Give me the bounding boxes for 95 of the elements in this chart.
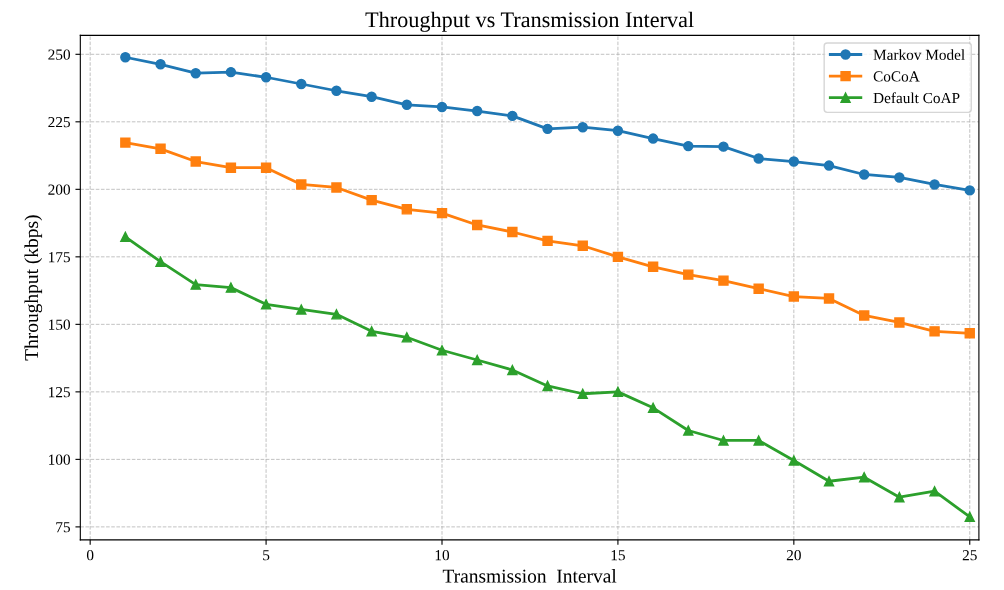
point (542, 235, 553, 247)
point (683, 140, 694, 152)
point (577, 388, 588, 399)
point (260, 299, 272, 310)
x-tick-label: 20 (786, 550, 801, 561)
y-tick-label: 200 (48, 184, 71, 195)
legend-label: Default CoAP (873, 92, 960, 104)
point (683, 425, 694, 436)
point (296, 304, 307, 315)
point (260, 162, 272, 173)
point (401, 204, 413, 215)
legend-label: CoCoA (873, 71, 920, 82)
point (436, 101, 448, 113)
point (225, 162, 237, 173)
point (683, 269, 694, 280)
x-tick-label: 10 (435, 550, 450, 561)
point (647, 133, 659, 144)
point (858, 310, 870, 321)
point (331, 309, 342, 320)
point (331, 85, 342, 96)
x-tick-label: 15 (611, 550, 625, 561)
point (366, 91, 377, 102)
point (471, 354, 483, 366)
y-axis-title: Throughput (kbps) (24, 215, 43, 361)
point (471, 219, 483, 231)
point (120, 231, 131, 243)
y-tick-label: 225 (48, 117, 70, 128)
x-tick-label: 0 (86, 550, 94, 561)
legend-label: Markov Model (873, 49, 965, 60)
point (753, 435, 764, 446)
x-tick-label: 5 (263, 550, 270, 561)
point (718, 275, 729, 286)
point (823, 293, 835, 304)
point (964, 511, 975, 523)
y-tick-label: 250 (48, 49, 71, 60)
point (507, 110, 518, 122)
point (542, 380, 553, 392)
point (366, 326, 377, 337)
point (471, 105, 483, 117)
point (823, 160, 835, 171)
point (401, 332, 413, 343)
point (894, 491, 905, 503)
point (296, 179, 307, 190)
point (190, 156, 201, 167)
point (225, 66, 237, 78)
point (296, 78, 307, 90)
point (929, 179, 940, 190)
point (753, 153, 764, 164)
point (507, 226, 518, 238)
point (507, 364, 518, 376)
point (894, 172, 905, 183)
point (436, 207, 448, 219)
y-tick-label: 125 (49, 387, 70, 398)
point (155, 256, 166, 267)
y-tick-label: 175 (49, 252, 70, 263)
point (331, 182, 342, 193)
y-tick-label: 75 (56, 522, 70, 533)
point (436, 345, 448, 356)
point (190, 67, 201, 79)
point (718, 435, 729, 446)
point (577, 240, 588, 251)
point (647, 261, 659, 273)
point (577, 122, 588, 133)
point (155, 143, 166, 155)
point (858, 471, 870, 483)
point (612, 386, 624, 398)
y-tick-label: 150 (49, 319, 71, 330)
point (788, 455, 800, 466)
point (858, 169, 870, 180)
point (120, 137, 131, 148)
point (120, 52, 131, 63)
point (718, 141, 729, 152)
point (753, 283, 764, 294)
point (190, 279, 201, 290)
point (260, 72, 272, 83)
x-axis-title: Transmission Interval (442, 568, 617, 583)
point (612, 125, 624, 136)
point (155, 59, 166, 70)
point (401, 99, 413, 111)
point (366, 194, 377, 206)
y-tick-label: 100 (49, 454, 71, 465)
point (225, 282, 237, 293)
point (823, 476, 835, 487)
chart-title: Throughput vs Transmission Interval (365, 11, 694, 32)
point (894, 317, 905, 328)
point (929, 486, 940, 497)
point (788, 291, 800, 302)
point (964, 328, 975, 339)
point (542, 123, 553, 135)
point (612, 251, 624, 263)
point (647, 402, 659, 414)
point (964, 185, 975, 196)
point (788, 156, 800, 167)
point (929, 326, 940, 337)
x-tick-label: 25 (962, 550, 977, 561)
